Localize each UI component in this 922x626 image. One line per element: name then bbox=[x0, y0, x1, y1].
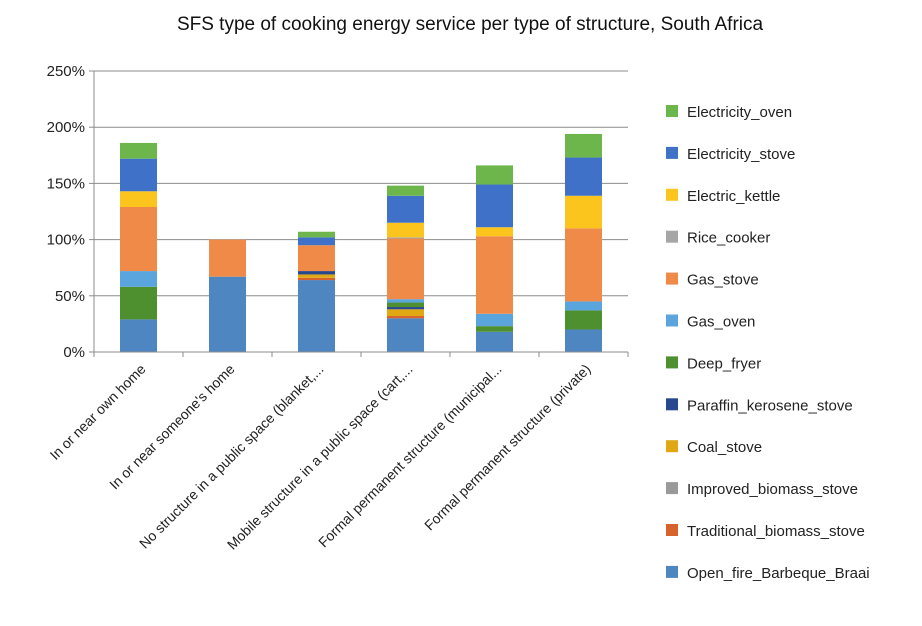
legend-label: Traditional_biomass_stove bbox=[687, 523, 865, 540]
bar-segment bbox=[387, 309, 424, 317]
bar-segment bbox=[120, 271, 157, 287]
bar-segment bbox=[476, 165, 513, 185]
y-tick-label: 150% bbox=[47, 175, 85, 192]
y-tick-label: 0% bbox=[63, 344, 85, 361]
legend-label: Electricity_stove bbox=[687, 146, 795, 163]
gridlines bbox=[94, 70, 628, 297]
bar-segment bbox=[120, 286, 157, 320]
bar-segment bbox=[209, 239, 246, 277]
chart-title: SFS type of cooking energy service per t… bbox=[177, 14, 764, 35]
bar-segment bbox=[387, 185, 424, 196]
legend: Electricity_oven Electricity_stove Electri… bbox=[666, 104, 870, 582]
legend-swatch bbox=[666, 524, 678, 536]
legend-label: Gas_stove bbox=[687, 272, 759, 289]
bar-segment bbox=[387, 299, 424, 303]
legend-swatch bbox=[666, 105, 678, 117]
bar-segment bbox=[565, 157, 602, 196]
legend-label: Rice_cooker bbox=[687, 230, 770, 247]
y-tick-label: 250% bbox=[47, 63, 85, 80]
bar-segment bbox=[120, 191, 157, 208]
legend-label: Open_fire_Barbeque_Braai bbox=[687, 565, 870, 582]
bar-segment bbox=[298, 277, 335, 281]
bar-segment bbox=[565, 329, 602, 352]
legend-swatch bbox=[666, 440, 678, 453]
bar-segment bbox=[387, 222, 424, 238]
bar-segment bbox=[120, 142, 157, 159]
bar-segment bbox=[387, 307, 424, 310]
bar-segment bbox=[120, 319, 157, 352]
bar-segment bbox=[120, 207, 157, 272]
bar-segment bbox=[298, 280, 335, 352]
legend-label: Coal_stove bbox=[687, 439, 762, 456]
bar-segment bbox=[120, 158, 157, 192]
legend-swatch bbox=[666, 146, 678, 159]
legend-swatch bbox=[666, 482, 678, 495]
legend-label: Improved_biomass_stove bbox=[687, 481, 858, 498]
legend-label: Gas_oven bbox=[687, 314, 755, 331]
bar-segment bbox=[298, 271, 335, 275]
x-category-label: Formal permanent structure (municipal... bbox=[315, 361, 505, 551]
bar-segment bbox=[565, 310, 602, 330]
legend-swatch bbox=[666, 188, 678, 201]
bar-segment bbox=[298, 274, 335, 278]
bars bbox=[120, 133, 602, 352]
legend-label: Electricity_oven bbox=[687, 104, 792, 121]
bar-segment bbox=[209, 276, 246, 352]
x-category-label: Mobile structure in a public space (cart… bbox=[224, 361, 416, 553]
bar-segment bbox=[565, 228, 602, 302]
bar-segment bbox=[476, 236, 513, 314]
bar-segment bbox=[476, 331, 513, 352]
x-category-label: No structure in a public space (blanket,… bbox=[136, 361, 327, 552]
bar-segment bbox=[476, 227, 513, 237]
bar-segment bbox=[387, 238, 424, 300]
bar-segment bbox=[565, 195, 602, 229]
legend-swatch bbox=[666, 314, 678, 327]
legend-swatch bbox=[666, 356, 678, 369]
legend-label: Deep_fryer bbox=[687, 355, 761, 372]
y-tick-label: 200% bbox=[47, 119, 85, 136]
legend-swatch bbox=[666, 272, 678, 285]
x-category-label: Formal permanent structure (private) bbox=[421, 361, 594, 534]
bar-segment bbox=[387, 318, 424, 352]
bar-segment bbox=[565, 133, 602, 158]
legend-swatch bbox=[666, 565, 678, 578]
bar-segment bbox=[298, 237, 335, 246]
legend-label: Paraffin_kerosene_stove bbox=[687, 397, 853, 414]
bar-segment bbox=[387, 302, 424, 308]
bar-segment bbox=[476, 184, 513, 228]
y-tick-label: 50% bbox=[55, 288, 85, 305]
bar-segment bbox=[387, 316, 424, 319]
bar-segment bbox=[565, 301, 602, 311]
bar-segment bbox=[476, 313, 513, 327]
x-category-label: In or near own home bbox=[47, 361, 149, 463]
bar-segment bbox=[387, 195, 424, 223]
legend-swatch bbox=[666, 398, 678, 411]
y-tick-label: 100% bbox=[47, 232, 85, 249]
legend-swatch bbox=[666, 230, 678, 243]
bar-segment bbox=[298, 245, 335, 272]
legend-label: Electric_kettle bbox=[687, 188, 780, 205]
bar-segment bbox=[298, 231, 335, 238]
bar-segment bbox=[387, 237, 424, 239]
bar-segment bbox=[476, 326, 513, 332]
